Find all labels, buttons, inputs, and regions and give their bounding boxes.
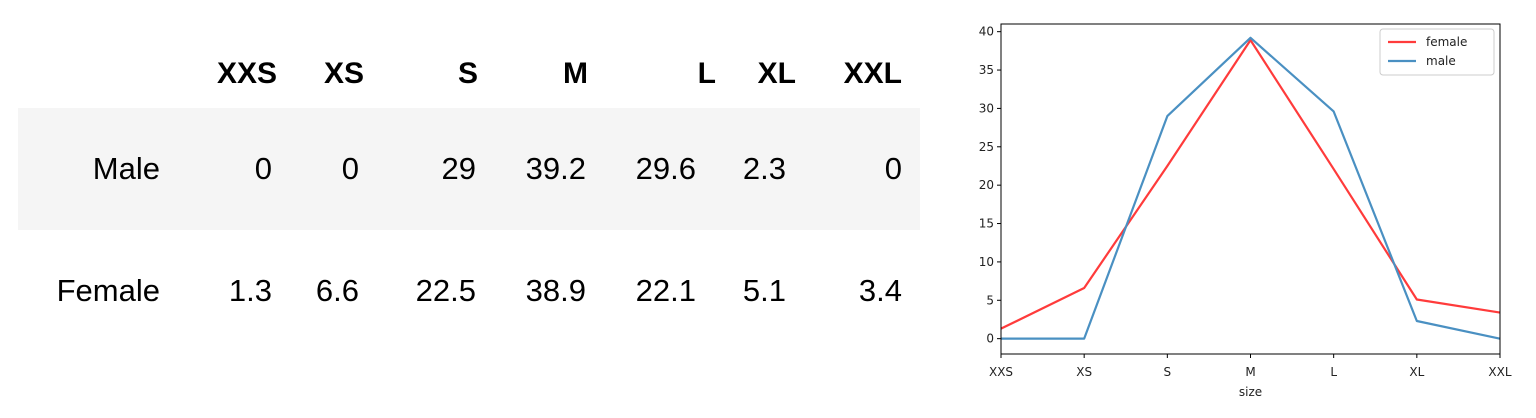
y-axis: 0 5 10 15 20 25 30 35 40 <box>979 25 1001 346</box>
y-tick-label: 30 <box>979 101 994 115</box>
x-tick-label: XL <box>1409 365 1424 379</box>
series-line-female <box>1000 39 1501 330</box>
x-tick-label: XS <box>1076 365 1092 379</box>
table-header-row: XXS XS S M L XL XXL <box>18 40 920 108</box>
row-label: Male <box>92 151 160 186</box>
row-label: Female <box>56 273 160 308</box>
table-cell: 0 <box>341 151 359 186</box>
table-cell: 39.2 <box>525 151 586 186</box>
table-cell: 3.4 <box>858 273 902 308</box>
table-cell: 5.1 <box>742 273 786 308</box>
column-header: M <box>563 57 588 90</box>
x-tick-label: XXS <box>989 365 1013 379</box>
table-cell: 0 <box>254 151 272 186</box>
table-cell: 22.1 <box>635 273 696 308</box>
table-cell: 6.6 <box>315 273 359 308</box>
y-tick-label: 10 <box>979 255 994 269</box>
y-tick-label: 0 <box>986 332 994 346</box>
column-header: XS <box>323 57 364 90</box>
table-cell: 2.3 <box>742 151 786 186</box>
y-tick-label: 40 <box>979 25 994 39</box>
y-tick-label: 20 <box>979 178 994 192</box>
table-cell: 22.5 <box>415 273 476 308</box>
table-row: Female 1.3 6.6 22.5 38.9 22.1 5.1 3.4 <box>18 230 920 352</box>
table-cell: 0 <box>884 151 902 186</box>
series-line-male <box>1001 36 1501 340</box>
x-tick-label: M <box>1245 365 1255 379</box>
x-tick-label: L <box>1330 365 1337 379</box>
column-header: XL <box>757 57 796 90</box>
table-cell: 1.3 <box>228 273 272 308</box>
x-axis: XXS XS S M L XL XXL <box>989 354 1512 379</box>
column-header: S <box>457 57 478 90</box>
table-cell: 38.9 <box>525 273 586 308</box>
series-lines <box>1000 36 1501 340</box>
column-header: L <box>697 57 716 90</box>
x-tick-label: S <box>1164 365 1172 379</box>
y-tick-label: 35 <box>979 63 994 77</box>
legend-box <box>1379 28 1495 76</box>
table-cell: 29 <box>441 151 476 186</box>
chart-svg: 0 5 10 15 20 25 30 35 40 XXS XS S M L XL XXL size fema… <box>979 23 1512 399</box>
size-distribution-table: XXS XS S M L XL XXL Male 0 0 29 39.2 29.… <box>18 40 920 352</box>
legend-label: female <box>1426 35 1467 49</box>
y-tick-label: 5 <box>986 293 994 307</box>
x-tick-label: XXL <box>1488 365 1511 379</box>
y-tick-label: 15 <box>979 217 994 231</box>
plot-frame <box>1000 23 1501 355</box>
legend-label: male <box>1426 54 1456 68</box>
column-header: XXL <box>843 57 902 90</box>
x-axis-label: size <box>1239 385 1262 399</box>
table-cell: 29.6 <box>635 151 696 186</box>
column-header: XXS <box>216 57 277 90</box>
legend: female male <box>1379 28 1495 76</box>
table-row: Male 0 0 29 39.2 29.6 2.3 0 <box>18 108 920 230</box>
y-tick-label: 25 <box>979 140 994 154</box>
size-line-chart: 0 5 10 15 20 25 30 35 40 XXS XS S M L XL XXL size fema… <box>952 18 1536 408</box>
